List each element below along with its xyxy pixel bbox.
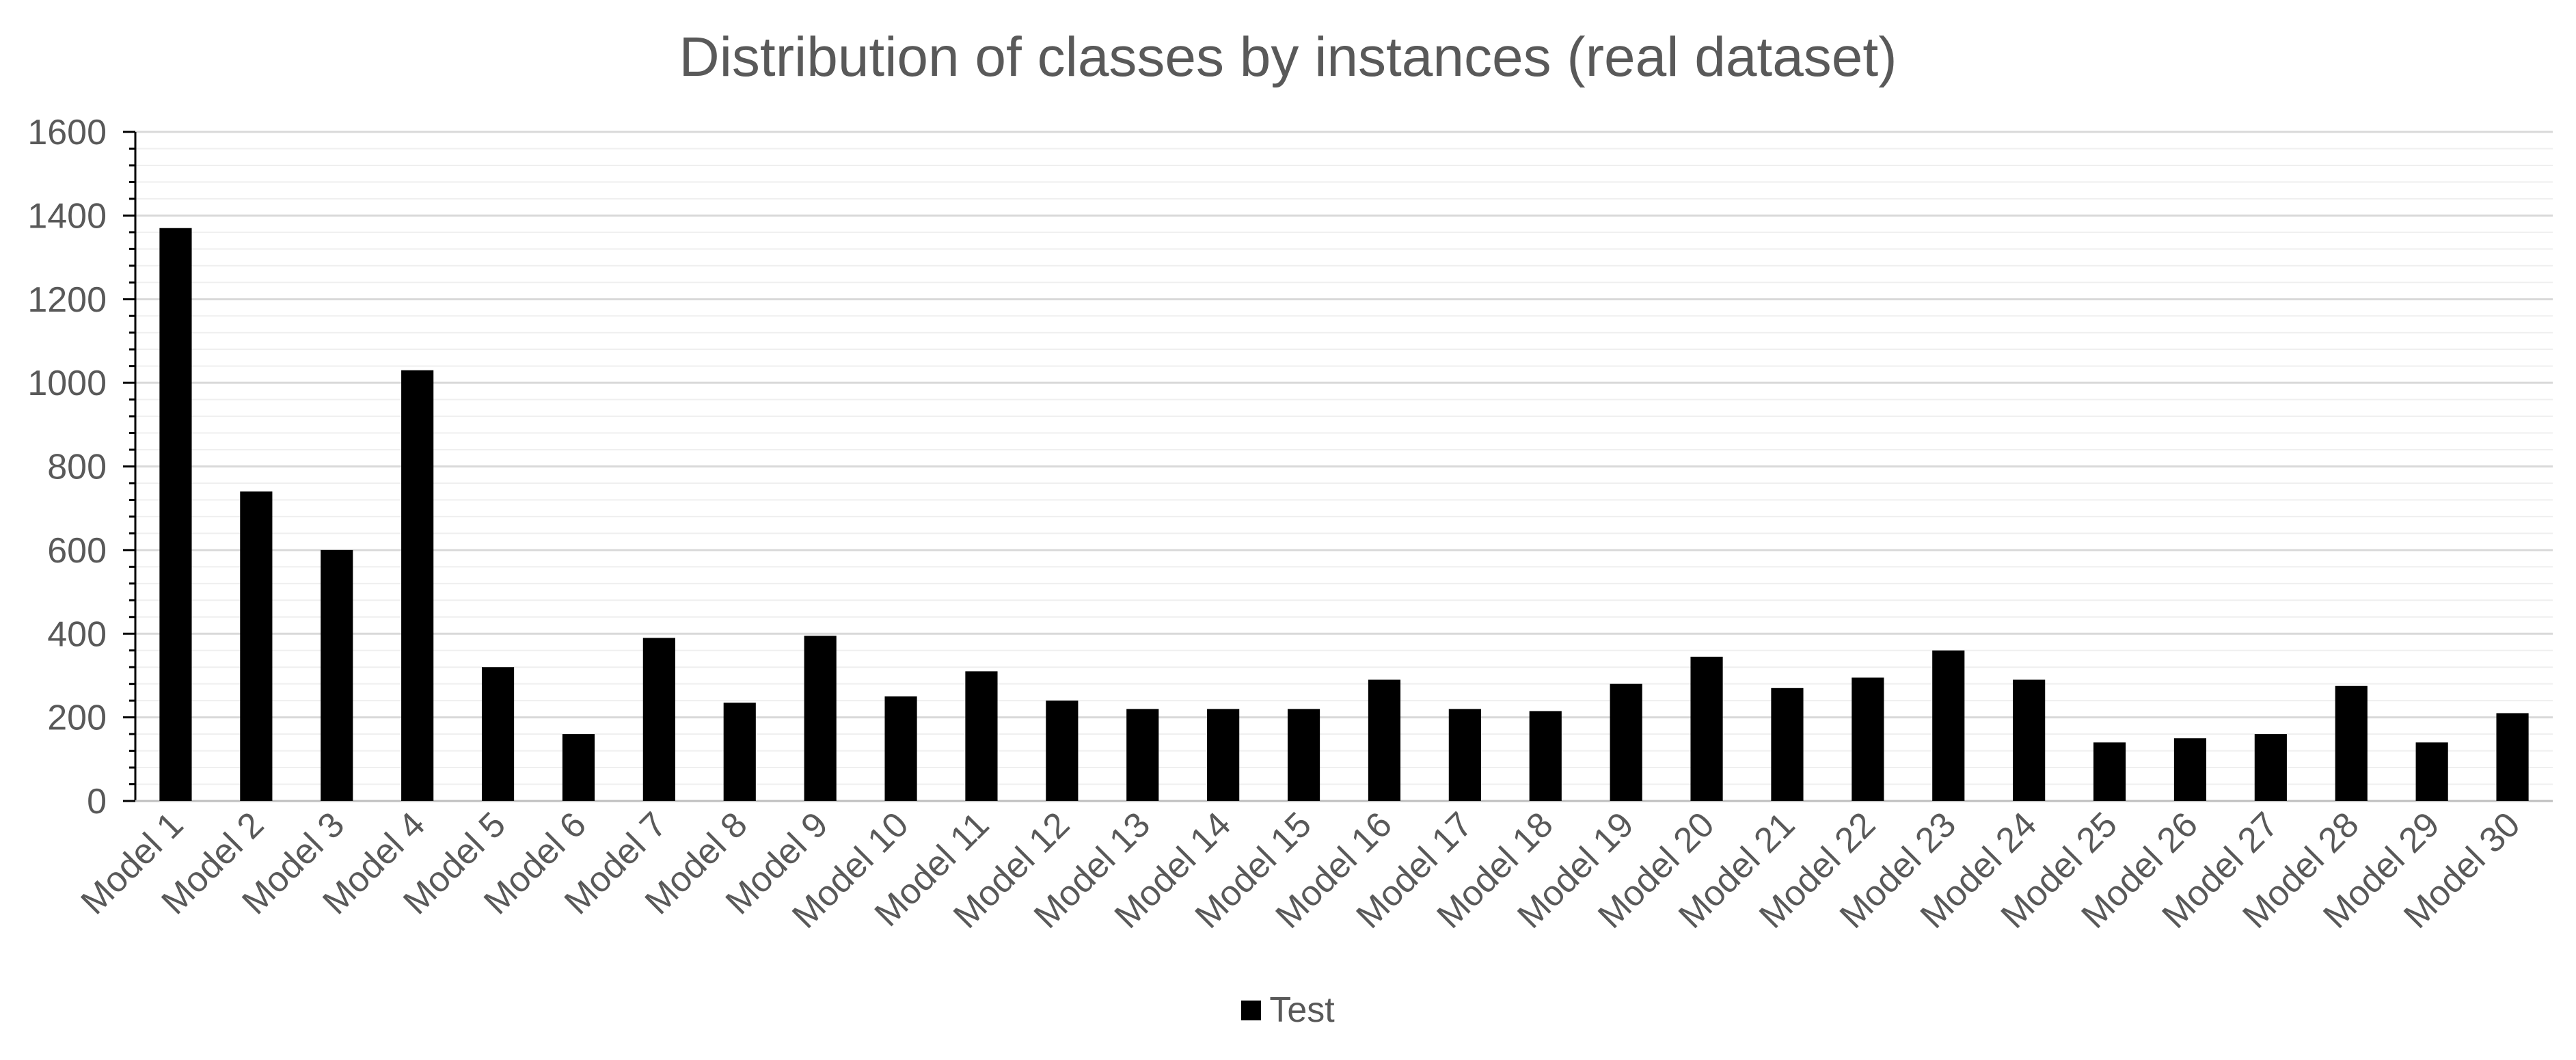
y-tick-label: 1000: [27, 364, 107, 403]
y-tick-label: 1200: [27, 280, 107, 320]
bar: [1368, 679, 1401, 801]
y-tick-label: 400: [47, 614, 107, 654]
bar: [2496, 713, 2529, 801]
bar: [2415, 742, 2448, 801]
bar: [1771, 688, 1804, 801]
bar: [1287, 709, 1320, 801]
bar: [401, 370, 434, 801]
bar: [2093, 742, 2126, 801]
bar-layer: [159, 228, 2529, 801]
legend: Test: [0, 990, 2576, 1031]
bar: [1932, 650, 1965, 801]
bar: [884, 696, 917, 801]
legend-swatch: [1241, 1000, 1262, 1020]
y-tick-label: 600: [47, 531, 107, 571]
bar: [1690, 656, 1723, 801]
axis-layer: [123, 131, 2553, 802]
bar: [1529, 711, 1562, 801]
bar: [1610, 683, 1642, 801]
y-tick-label: 1600: [27, 113, 107, 152]
chart-title: Distribution of classes by instances (re…: [679, 26, 1897, 88]
bar: [642, 638, 675, 801]
bar: [1126, 709, 1159, 801]
y-tick-label: 1400: [27, 196, 107, 236]
bar: [2013, 679, 2046, 801]
y-tick-label: 200: [47, 698, 107, 738]
bar: [2173, 738, 2207, 801]
bar: [804, 636, 837, 801]
bar: [1207, 709, 1240, 801]
bar: [240, 491, 273, 801]
y-tick-label: 800: [47, 448, 107, 487]
bar: [965, 671, 998, 801]
grid-layer: [135, 131, 2553, 802]
legend-label: Test: [1269, 990, 1335, 1030]
y-tick-label: 0: [87, 782, 107, 821]
bar: [321, 549, 353, 801]
bar: [159, 228, 192, 801]
bar: [2335, 685, 2368, 801]
bar: [1448, 709, 1481, 801]
bar: [2254, 734, 2287, 801]
bar: [562, 734, 595, 801]
bar: [1852, 677, 1884, 801]
bar: [481, 667, 515, 801]
legend-item-test: Test: [1241, 990, 1335, 1031]
bar: [723, 703, 756, 801]
bar: [1046, 701, 1079, 801]
